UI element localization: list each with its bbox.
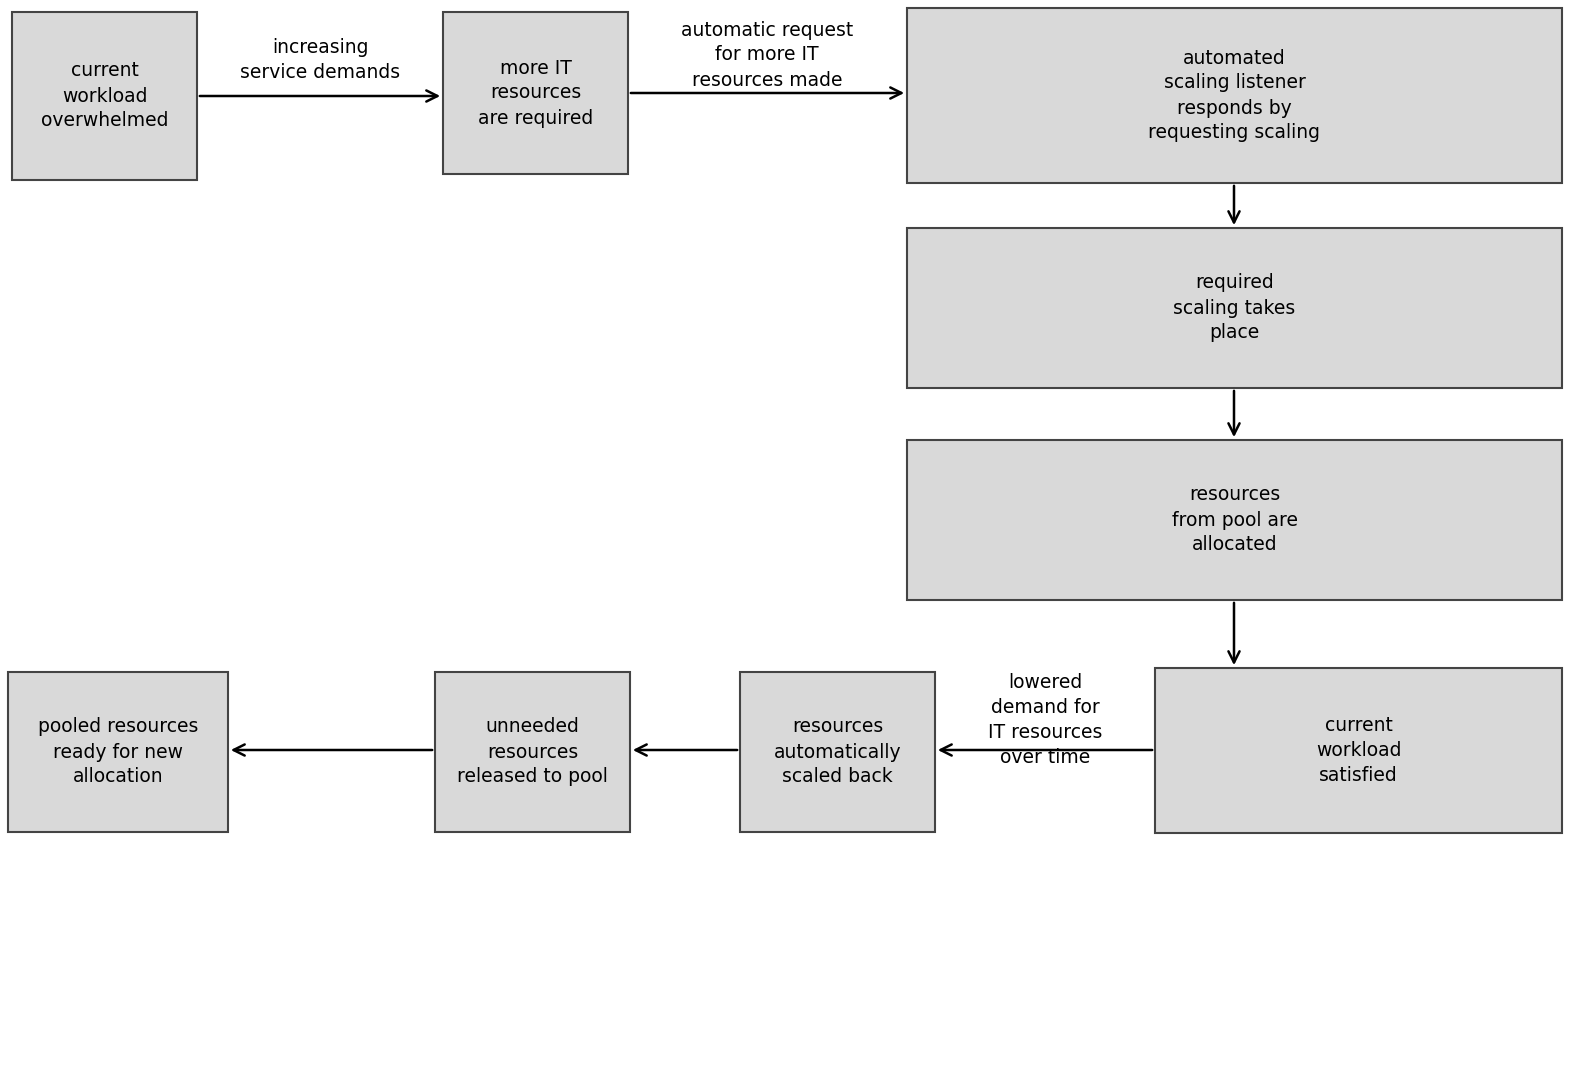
FancyBboxPatch shape: [1154, 668, 1561, 833]
Text: more IT
resources
are required: more IT resources are required: [478, 59, 593, 128]
Text: resources
automatically
scaled back: resources automatically scaled back: [774, 718, 902, 786]
FancyBboxPatch shape: [443, 12, 628, 174]
Text: pooled resources
ready for new
allocation: pooled resources ready for new allocatio…: [38, 718, 199, 786]
Text: current
workload
overwhelmed: current workload overwhelmed: [41, 62, 169, 131]
Text: increasing
service demands: increasing service demands: [240, 38, 401, 82]
FancyBboxPatch shape: [13, 12, 197, 180]
Text: current
workload
satisfied: current workload satisfied: [1315, 716, 1402, 785]
FancyBboxPatch shape: [907, 9, 1561, 183]
FancyBboxPatch shape: [435, 672, 629, 832]
Text: automated
scaling listener
responds by
requesting scaling: automated scaling listener responds by r…: [1148, 49, 1320, 143]
Text: unneeded
resources
released to pool: unneeded resources released to pool: [457, 718, 609, 786]
FancyBboxPatch shape: [740, 672, 935, 832]
FancyBboxPatch shape: [907, 440, 1561, 600]
Text: required
scaling takes
place: required scaling takes place: [1173, 274, 1296, 343]
Text: lowered
demand for
IT resources
over time: lowered demand for IT resources over tim…: [987, 673, 1102, 767]
Text: automatic request
for more IT
resources made: automatic request for more IT resources …: [681, 20, 853, 89]
FancyBboxPatch shape: [907, 228, 1561, 388]
FancyBboxPatch shape: [8, 672, 229, 832]
Text: resources
from pool are
allocated: resources from pool are allocated: [1172, 486, 1298, 555]
